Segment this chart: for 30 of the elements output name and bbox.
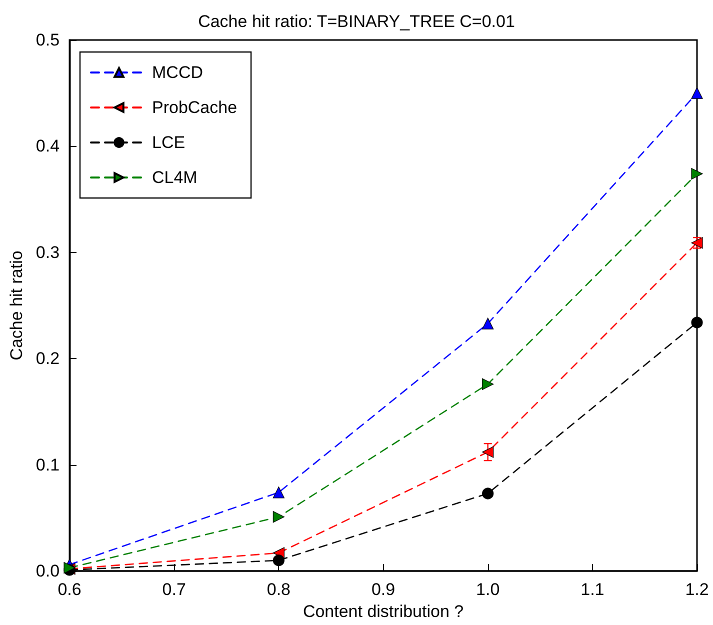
point — [272, 554, 284, 566]
y-tick-label: 0.0 — [36, 562, 60, 580]
point — [482, 488, 494, 500]
chart-title: Cache hit ratio: T=BINARY_TREE C=0.01 — [198, 12, 515, 31]
x-tick-label: 1.0 — [476, 580, 500, 599]
legend-label: CL4M — [152, 168, 198, 187]
point — [482, 318, 494, 330]
point — [272, 511, 284, 523]
point — [482, 446, 494, 458]
x-tick-label: 1.2 — [685, 580, 709, 599]
x-axis-title: Content distribution ? — [302, 602, 464, 621]
y-tick-label: 0.4 — [36, 136, 60, 156]
point — [691, 87, 703, 99]
y-tick-label: 0.1 — [36, 455, 60, 474]
legend-label: ProbCache — [152, 98, 238, 117]
y-tick-label: 0.3 — [36, 242, 60, 262]
x-tick-label: 0.6 — [58, 580, 82, 599]
y-axis-title: Cache hit ratio — [7, 250, 26, 360]
legend-label: MCCD — [152, 63, 203, 82]
x-tick-label: 0.8 — [266, 580, 291, 599]
x-tick-label: 1.1 — [580, 580, 604, 599]
x-tick-label: 0.7 — [162, 580, 186, 599]
point — [691, 168, 703, 180]
point — [691, 316, 703, 328]
point — [482, 378, 494, 390]
point — [272, 486, 284, 498]
x-tick-label: 0.9 — [371, 580, 396, 599]
y-tick-label: 0.5 — [36, 30, 60, 50]
legend-label: LCE — [152, 133, 186, 152]
y-tick-label: 0.2 — [36, 349, 60, 368]
